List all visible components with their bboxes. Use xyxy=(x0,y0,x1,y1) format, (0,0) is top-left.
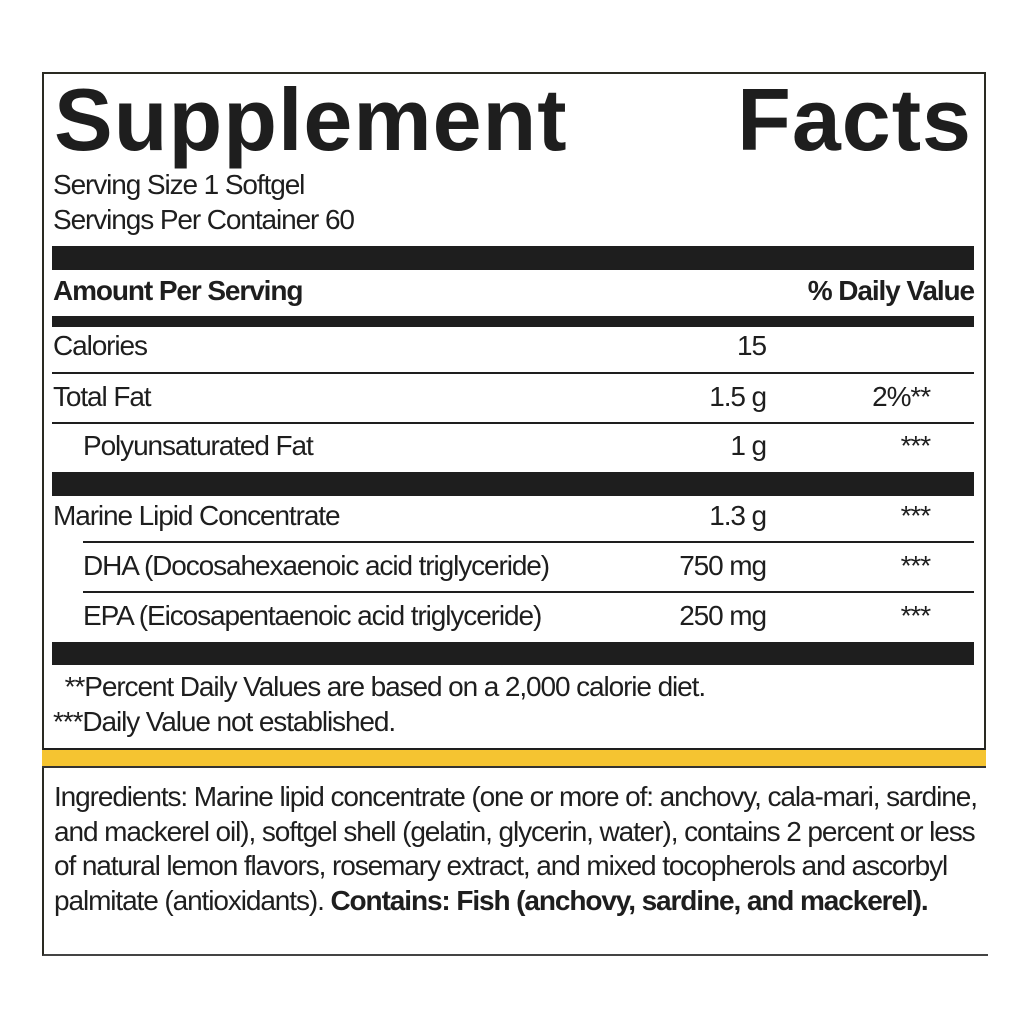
row-amount: 1.3 g xyxy=(709,500,767,531)
row-daily-value: *** xyxy=(900,600,931,631)
title-word-supplement: Supplement xyxy=(54,70,568,169)
row-name: Polyunsaturated Fat xyxy=(83,430,314,461)
row-amount: 750 mg xyxy=(679,550,767,581)
row-daily-value: *** xyxy=(900,550,931,581)
row-amount: 250 mg xyxy=(679,600,767,631)
row-daily-value: *** xyxy=(900,500,931,531)
row-divider xyxy=(52,372,974,374)
thick-divider xyxy=(52,472,974,496)
row-amount: 15 xyxy=(737,330,767,361)
thick-divider xyxy=(52,642,974,665)
servings-per-container: Servings Per Container 60 xyxy=(53,204,355,235)
row-amount: 1.5 g xyxy=(709,381,767,412)
ingredients-text: Ingredients: Marine lipid concentrate (o… xyxy=(54,780,984,918)
allergen-statement: Contains: Fish (anchovy, sardine, and ma… xyxy=(330,884,928,916)
footnote-not-established: ***Daily Value not established. xyxy=(53,706,396,737)
row-daily-value: 2%** xyxy=(872,381,931,412)
footnote-daily-values: **Percent Daily Values are based on a 2,… xyxy=(58,671,706,702)
row-divider xyxy=(83,541,974,543)
daily-value-header: % Daily Value xyxy=(807,275,975,306)
row-daily-value: *** xyxy=(900,430,931,461)
row-name: Total Fat xyxy=(53,381,152,412)
thick-divider xyxy=(52,246,974,270)
panel-title: Supplement Facts xyxy=(54,70,972,170)
row-name: EPA (Eicosapentaenoic acid triglyceride) xyxy=(83,600,542,631)
serving-size: Serving Size 1 Softgel xyxy=(53,169,305,200)
row-divider xyxy=(83,591,974,593)
row-name: Calories xyxy=(53,330,148,361)
title-word-facts: Facts xyxy=(737,70,972,169)
row-name: DHA (Docosahexaenoic acid triglyceride) xyxy=(83,550,550,581)
medium-divider xyxy=(52,316,974,327)
ingredients-list: Ingredients: Marine lipid concentrate (o… xyxy=(54,781,978,916)
amount-per-serving-header: Amount Per Serving xyxy=(53,275,303,306)
row-divider xyxy=(52,422,974,424)
accent-band xyxy=(42,750,986,768)
supplement-facts-panel xyxy=(42,72,986,751)
ingredients-panel xyxy=(42,768,988,956)
row-name: Marine Lipid Concentrate xyxy=(53,500,341,531)
row-amount: 1 g xyxy=(730,430,767,461)
